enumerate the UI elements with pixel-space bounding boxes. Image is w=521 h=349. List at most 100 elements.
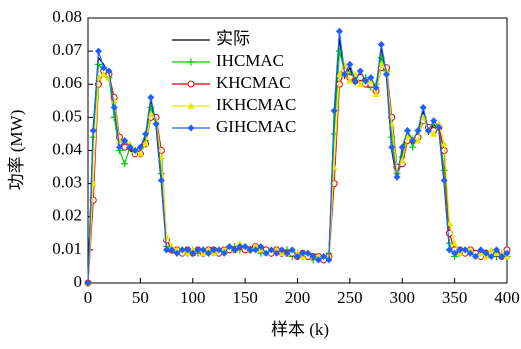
- marker: [168, 246, 176, 254]
- marker: [288, 246, 296, 254]
- x-tick-label: 350: [442, 288, 468, 307]
- legend-label: GIHCMAC: [216, 117, 296, 136]
- marker: [398, 156, 406, 164]
- marker: [246, 246, 254, 254]
- marker: [136, 143, 144, 151]
- marker: [294, 253, 301, 260]
- marker: [204, 249, 212, 257]
- y-axis-label: 功率 (MW): [7, 110, 26, 191]
- marker: [341, 70, 349, 78]
- marker: [325, 256, 333, 264]
- marker: [136, 150, 144, 157]
- marker: [187, 80, 195, 88]
- marker: [121, 160, 129, 168]
- marker: [472, 253, 480, 260]
- marker: [466, 249, 474, 257]
- marker: [220, 249, 228, 257]
- marker: [304, 249, 312, 257]
- marker: [335, 70, 343, 78]
- legend-label: IKHCMAC: [216, 95, 296, 114]
- marker: [100, 70, 108, 78]
- marker: [430, 130, 438, 137]
- y-tick-label: 0.05: [52, 106, 82, 125]
- marker: [110, 103, 118, 111]
- marker: [299, 249, 307, 257]
- marker: [356, 67, 364, 75]
- marker: [456, 246, 464, 254]
- marker: [131, 147, 139, 154]
- marker: [236, 243, 244, 251]
- marker: [163, 246, 171, 254]
- marker: [314, 253, 322, 260]
- y-tick-label: 0.07: [52, 40, 82, 59]
- marker: [178, 246, 186, 254]
- marker: [173, 249, 181, 257]
- marker: [398, 143, 406, 151]
- marker: [152, 120, 160, 128]
- marker: [147, 110, 155, 117]
- marker: [487, 246, 495, 253]
- marker: [377, 60, 385, 68]
- marker: [142, 130, 150, 138]
- marker: [341, 60, 349, 68]
- marker: [236, 239, 244, 247]
- marker: [267, 246, 275, 254]
- marker: [503, 249, 511, 257]
- marker: [252, 246, 260, 254]
- x-tick-label: 300: [390, 288, 416, 307]
- y-tick-label: 0.01: [52, 239, 82, 258]
- marker: [409, 143, 417, 151]
- marker: [424, 127, 432, 135]
- x-tick-label: 250: [337, 288, 363, 307]
- marker: [372, 84, 380, 92]
- marker: [309, 253, 317, 260]
- marker: [84, 279, 92, 287]
- marker: [152, 117, 160, 124]
- marker: [440, 140, 448, 147]
- marker: [252, 243, 260, 250]
- marker: [168, 243, 176, 250]
- marker: [346, 60, 354, 68]
- marker: [210, 246, 218, 254]
- marker: [262, 249, 270, 257]
- marker: [173, 246, 181, 253]
- series-line: [87, 37, 508, 284]
- marker: [362, 77, 370, 85]
- x-tick-label: 0: [84, 288, 93, 307]
- marker: [403, 127, 411, 135]
- marker: [273, 249, 281, 257]
- marker: [314, 256, 322, 264]
- marker: [440, 176, 448, 184]
- marker: [409, 137, 417, 145]
- marker: [147, 94, 155, 101]
- marker: [330, 107, 338, 115]
- marker: [435, 123, 443, 131]
- marker: [451, 249, 459, 257]
- y-tick-label: 0.03: [52, 173, 82, 192]
- marker: [383, 67, 391, 74]
- marker: [126, 143, 134, 151]
- marker: [189, 249, 197, 257]
- marker: [498, 253, 506, 260]
- marker: [187, 124, 195, 132]
- x-tick-label: 150: [232, 288, 258, 307]
- marker: [187, 58, 195, 66]
- y-tick-label: 0.06: [52, 73, 82, 92]
- marker: [278, 246, 286, 254]
- x-tick-label: 100: [180, 288, 206, 307]
- marker: [445, 246, 453, 254]
- x-tick-label: 50: [132, 288, 149, 307]
- marker: [451, 239, 459, 247]
- marker: [414, 137, 422, 144]
- marker: [372, 90, 380, 97]
- marker: [199, 246, 207, 254]
- marker: [189, 246, 197, 253]
- marker: [403, 133, 411, 141]
- marker: [351, 77, 359, 85]
- marker: [419, 103, 427, 111]
- marker: [320, 253, 328, 260]
- marker: [204, 246, 212, 253]
- marker: [356, 80, 364, 88]
- marker: [121, 137, 129, 145]
